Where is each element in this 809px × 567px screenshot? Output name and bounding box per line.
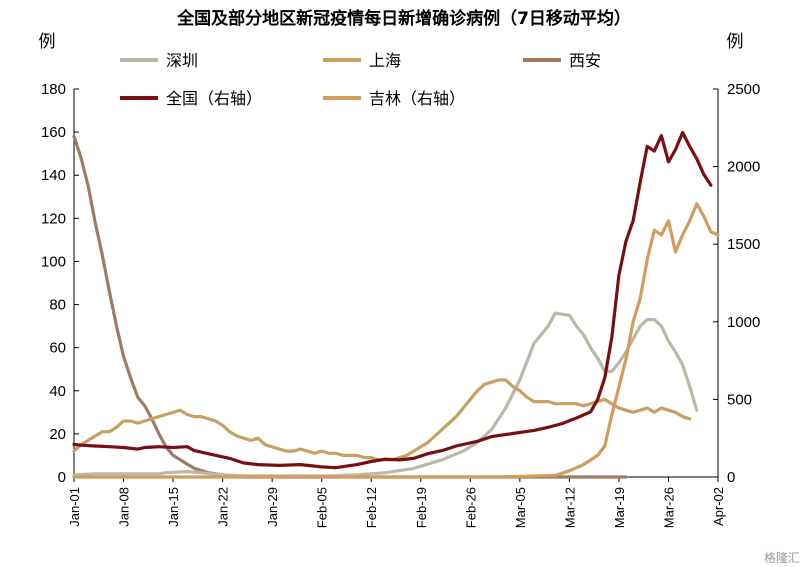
legend: 深圳 上海 西安 全国（右轴） 吉林（右轴）	[120, 51, 601, 108]
right-tick-label: 0	[727, 469, 735, 486]
series-layer	[72, 130, 720, 479]
left-tick-label: 20	[49, 426, 66, 443]
series-line-2	[72, 134, 628, 479]
x-tick-label: Feb-26	[463, 487, 478, 528]
x-tick-label: Mar-19	[612, 487, 627, 528]
right-tick-label: 1500	[727, 236, 760, 253]
right-axis-unit: 例	[727, 32, 744, 52]
right-tick-label: 2000	[727, 159, 760, 176]
series-line-0	[72, 311, 699, 478]
x-tick-label: Feb-19	[414, 487, 429, 528]
x-tick-label: Mar-05	[513, 487, 528, 528]
legend-label-shanghai: 上海	[369, 51, 401, 70]
series-line-3	[72, 130, 713, 470]
x-tick-label: Jan-08	[117, 487, 132, 527]
x-tick-label: Feb-12	[364, 487, 379, 528]
legend-label-national: 全国（右轴）	[166, 89, 262, 108]
legend-label-xian: 西安	[569, 51, 601, 70]
axes: 0 20 40 60 80 100 120 140 160 180 0 500 1000 1500 2000…	[41, 81, 760, 528]
left-tick-label: 60	[49, 340, 66, 357]
x-tick-label: Feb-05	[315, 487, 330, 528]
left-tick-label: 40	[49, 383, 66, 400]
x-tick-label: Jan-29	[265, 487, 280, 527]
x-tick-label: Mar-26	[661, 487, 676, 528]
right-tick-label: 2500	[727, 81, 760, 98]
left-tick-label: 0	[58, 469, 66, 486]
legend-label-shenzhen: 深圳	[166, 51, 198, 70]
left-tick-label: 100	[41, 253, 66, 270]
legend-label-jilin: 吉林（右轴）	[369, 89, 465, 108]
x-tick-label: Apr-02	[711, 487, 726, 526]
left-axis-unit: 例	[39, 32, 56, 52]
x-tick-label: Jan-15	[166, 487, 181, 527]
right-tick-label: 1000	[727, 314, 760, 331]
series-line-4	[72, 202, 720, 479]
left-tick-label: 180	[41, 81, 66, 98]
x-tick-label: Jan-01	[67, 487, 82, 527]
left-tick-label: 80	[49, 297, 66, 314]
watermark-text: 格隆汇	[764, 550, 800, 565]
right-tick-label: 500	[727, 391, 752, 408]
x-tick-label: Jan-22	[216, 487, 231, 527]
x-tick-label: Mar-12	[562, 487, 577, 528]
left-tick-label: 120	[41, 210, 66, 227]
chart-title: 全国及部分地区新冠疫情每日新增确诊病例（7日移动平均）	[176, 8, 631, 29]
left-tick-label: 140	[41, 167, 66, 184]
left-tick-label: 160	[41, 124, 66, 141]
